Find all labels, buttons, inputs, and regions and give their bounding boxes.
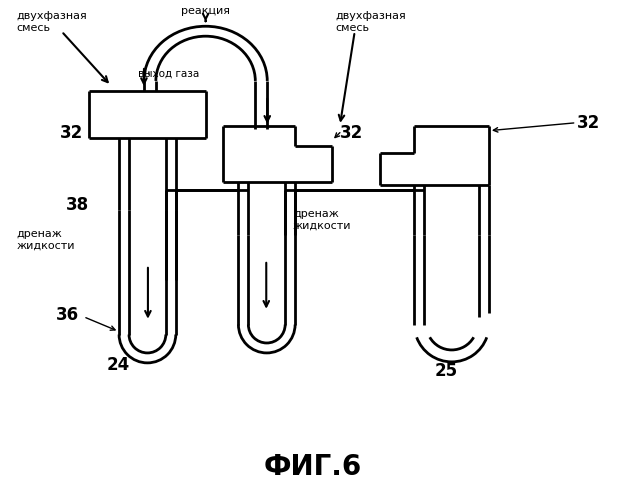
Text: двухфазная
смесь: двухфазная смесь <box>17 12 88 33</box>
Text: реакция: реакция <box>181 6 230 16</box>
Text: 36: 36 <box>56 306 80 324</box>
Text: 24: 24 <box>106 356 130 374</box>
Text: дренаж
жидкости: дренаж жидкости <box>293 210 352 231</box>
Text: 32: 32 <box>60 124 83 142</box>
Text: дренаж
жидкости: дренаж жидкости <box>17 230 75 251</box>
Text: двухфазная
смесь: двухфазная смесь <box>335 12 406 33</box>
Text: ФИГ.6: ФИГ.6 <box>264 453 362 481</box>
Text: 25: 25 <box>434 362 458 380</box>
Text: 32: 32 <box>340 124 363 142</box>
Text: выход газа: выход газа <box>138 69 199 79</box>
Text: 38: 38 <box>66 196 90 214</box>
Text: 32: 32 <box>577 114 600 132</box>
